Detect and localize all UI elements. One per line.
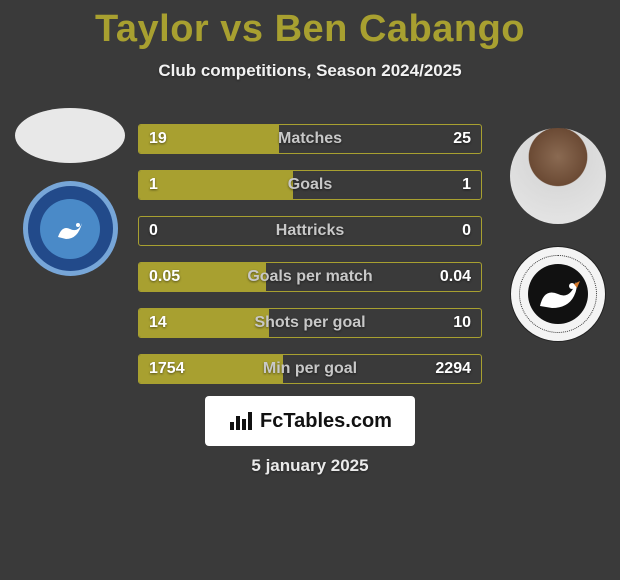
stat-row: 14 Shots per goal 10 [138, 308, 482, 338]
stat-value-right: 25 [453, 130, 471, 148]
stat-label: Goals [288, 176, 332, 194]
left-player-column [10, 108, 130, 276]
stats-comparison-chart: 19Matches251Goals10Hattricks00.05Goals p… [138, 124, 482, 384]
stat-label: Hattricks [276, 222, 344, 240]
subtitle: Club competitions, Season 2024/2025 [0, 61, 620, 81]
stat-value-right: 0.04 [440, 268, 471, 286]
stat-value-left: 0 [149, 222, 158, 240]
stat-label: Matches [278, 130, 342, 148]
stat-value-left: 0.05 [149, 268, 180, 286]
stat-value-right: 10 [453, 314, 471, 332]
stat-value-left: 1754 [149, 360, 185, 378]
club-right-badge-inner [528, 264, 588, 324]
stat-label: Goals per match [247, 268, 372, 286]
club-left-badge [23, 181, 118, 276]
comparison-title: Taylor vs Ben Cabango [0, 0, 620, 51]
stat-left-fill [139, 171, 293, 199]
club-right-badge [510, 246, 606, 342]
right-player-column [508, 128, 608, 342]
title-player2: Ben Cabango [275, 8, 525, 50]
footer-date: 5 january 2025 [251, 456, 368, 476]
stat-row: 0.05 Goals per match 0.04 [138, 262, 482, 292]
player-right-avatar [510, 128, 606, 224]
stat-value-right: 1 [462, 176, 471, 194]
stat-value-right: 0 [462, 222, 471, 240]
bar-chart-icon [228, 410, 254, 432]
stat-row: 1754 Min per goal 2294 [138, 354, 482, 384]
stat-row: 0 Hattricks 0 [138, 216, 482, 246]
brand-text: FcTables.com [260, 410, 392, 433]
stat-value-left: 19 [149, 130, 167, 148]
stat-row: 1 Goals 1 [138, 170, 482, 200]
title-vs: vs [209, 8, 274, 50]
swan-icon [528, 264, 588, 324]
stat-label: Min per goal [263, 360, 357, 378]
club-left-badge-inner [40, 199, 100, 259]
stat-value-left: 14 [149, 314, 167, 332]
brand-badge[interactable]: FcTables.com [205, 396, 415, 446]
stat-value-right: 2294 [435, 360, 471, 378]
player-left-avatar [15, 108, 125, 163]
stat-row: 19 Matches 25 [138, 124, 482, 154]
swan-icon [48, 207, 92, 251]
title-player1: Taylor [95, 8, 209, 50]
stat-label: Shots per goal [254, 314, 365, 332]
stat-value-left: 1 [149, 176, 158, 194]
